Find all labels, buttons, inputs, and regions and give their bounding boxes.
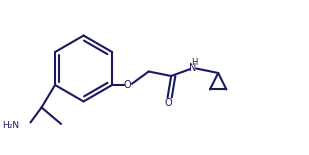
- Text: H₂N: H₂N: [2, 121, 20, 130]
- Text: O: O: [124, 80, 132, 90]
- Text: H: H: [191, 58, 197, 67]
- Text: O: O: [164, 98, 172, 108]
- Text: N: N: [189, 63, 197, 73]
